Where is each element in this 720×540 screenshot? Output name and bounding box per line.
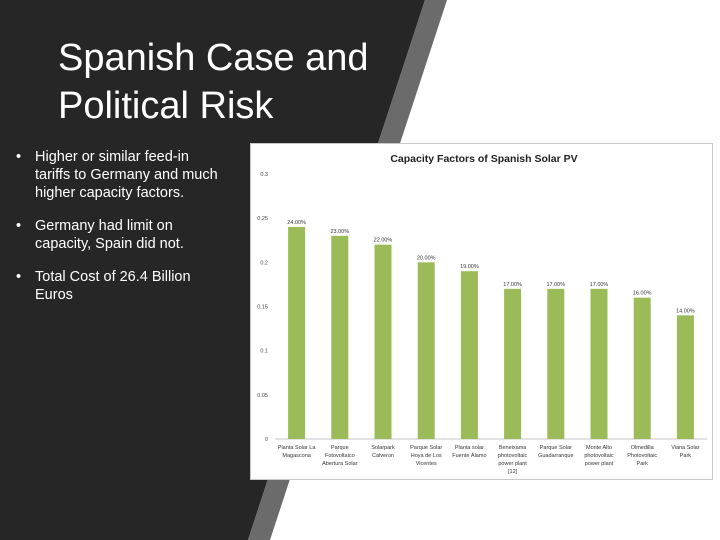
y-tick-label: 0.25	[257, 216, 268, 222]
data-label: 14.00%	[676, 308, 695, 314]
data-label: 23.00%	[330, 229, 349, 235]
category-label-line: Vicentes	[416, 461, 437, 467]
category-label-line: Park	[680, 453, 692, 459]
bullet-item: • Total Cost of 26.4 Billion Euros	[16, 268, 226, 304]
category-label-line: Parque	[331, 445, 349, 451]
bar	[676, 315, 694, 439]
bar	[547, 288, 565, 439]
category-label-line: Beneixama	[499, 445, 527, 451]
category-label-line: Calveron	[372, 453, 394, 459]
category-label-line: Photovoltaic	[627, 453, 657, 459]
data-label: 20.00%	[417, 255, 436, 261]
category-label-line: Parque Solar	[410, 445, 442, 451]
bullet-text: Higher or similar feed-in tariffs to Ger…	[35, 149, 218, 201]
y-tick-label: 0.3	[260, 172, 268, 178]
slide-title: Spanish Case and Political Risk	[58, 34, 398, 130]
data-label: 22.00%	[374, 238, 393, 244]
category-label: Olmedilla Photovoltaic Park	[627, 445, 657, 467]
dark-panel	[0, 0, 425, 540]
bar	[331, 235, 349, 439]
bullet-list: • Higher or similar feed-in tariffs to Ge…	[16, 148, 226, 319]
y-tick-label: 0.15	[257, 305, 268, 311]
data-label: 17.00%	[503, 282, 522, 288]
category-label-line: Parque Solar	[540, 445, 572, 451]
bullet-dot: •	[16, 218, 22, 234]
category-label-line: Olmedilla	[631, 445, 655, 451]
title-line-2: Political Risk	[58, 85, 274, 127]
category-label-line: Abertura Solar	[322, 461, 358, 467]
y-tick-label: 0.05	[257, 393, 268, 399]
category-label-line: Viana Solar	[671, 445, 700, 451]
bars	[288, 227, 694, 439]
bar	[633, 297, 651, 439]
bar	[460, 271, 478, 439]
bar	[288, 227, 306, 439]
bar	[590, 288, 608, 439]
category-label-line: Park	[637, 461, 649, 467]
category-label-line: photovoltaic	[498, 453, 528, 459]
bar-chart: Capacity Factors of Spanish Solar PV 0.3…	[257, 153, 707, 475]
category-label-line: Fotovoltaico	[325, 453, 355, 459]
category-label-line: Fuente Álamo	[452, 452, 486, 459]
category-label-line: Guadarranque	[538, 453, 573, 459]
data-labels: 24.00% 23.00% 22.00% 20.00% 19.00% 17.00% 17.0…	[287, 220, 695, 314]
category-label: Viana Solar Park	[671, 445, 700, 459]
category-label-line: Magascona	[282, 453, 311, 459]
category-label-line: Hoya de Los	[411, 453, 442, 459]
y-tick-label: 0.1	[260, 349, 268, 355]
bullet-text: Total Cost of 26.4 Billion Euros	[35, 269, 191, 303]
category-label-line: photovoltaic	[584, 453, 614, 459]
category-label-line: Solarpark	[371, 445, 395, 451]
category-label: Beneixama photovoltaic power plant [12]	[498, 445, 528, 475]
title-line-1: Spanish Case and	[58, 37, 369, 79]
bar	[374, 244, 392, 439]
data-label: 16.00%	[633, 291, 652, 297]
bullet-dot: •	[16, 149, 22, 165]
chart-title: Capacity Factors of Spanish Solar PV	[390, 153, 577, 165]
category-label-line: Monte Alto	[586, 445, 612, 451]
category-label: Planta solar Fuente Álamo	[452, 445, 486, 459]
category-label: Parque Solar Hoya de Los Vicentes	[410, 445, 442, 467]
data-label: 17.00%	[590, 282, 609, 288]
y-tick-label: 0.2	[260, 260, 268, 266]
category-label-line: Planta Solar La	[278, 445, 317, 451]
category-label-line: Planta solar	[455, 445, 484, 451]
bullet-item: • Germany had limit on capacity, Spain di…	[16, 217, 226, 253]
category-label-line: power plant	[498, 461, 527, 467]
category-label: Monte Alto photovoltaic power plant	[584, 445, 614, 467]
data-label: 24.00%	[287, 220, 306, 226]
category-labels: Planta Solar La Magascona Parque Fotovoltai…	[278, 445, 700, 475]
bar	[417, 262, 435, 439]
category-label-line: [12]	[508, 469, 518, 475]
bullet-text: Germany had limit on capacity, Spain did…	[35, 218, 184, 252]
chart-frame: Capacity Factors of Spanish Solar PV 0.3…	[250, 143, 713, 480]
data-label: 17.00%	[546, 282, 565, 288]
bar	[504, 288, 522, 439]
y-tick-label: 0	[265, 437, 268, 443]
bullet-dot: •	[16, 269, 22, 285]
category-label: Planta Solar La Magascona	[278, 445, 317, 459]
data-label: 19.00%	[460, 264, 479, 270]
category-label: Parque Solar Guadarranque	[538, 445, 573, 459]
category-label: Parque Fotovoltaico Abertura Solar	[322, 445, 358, 467]
bullet-item: • Higher or similar feed-in tariffs to Ge…	[16, 148, 226, 202]
category-label-line: power plant	[585, 461, 614, 467]
category-label: Solarpark Calveron	[371, 445, 395, 459]
